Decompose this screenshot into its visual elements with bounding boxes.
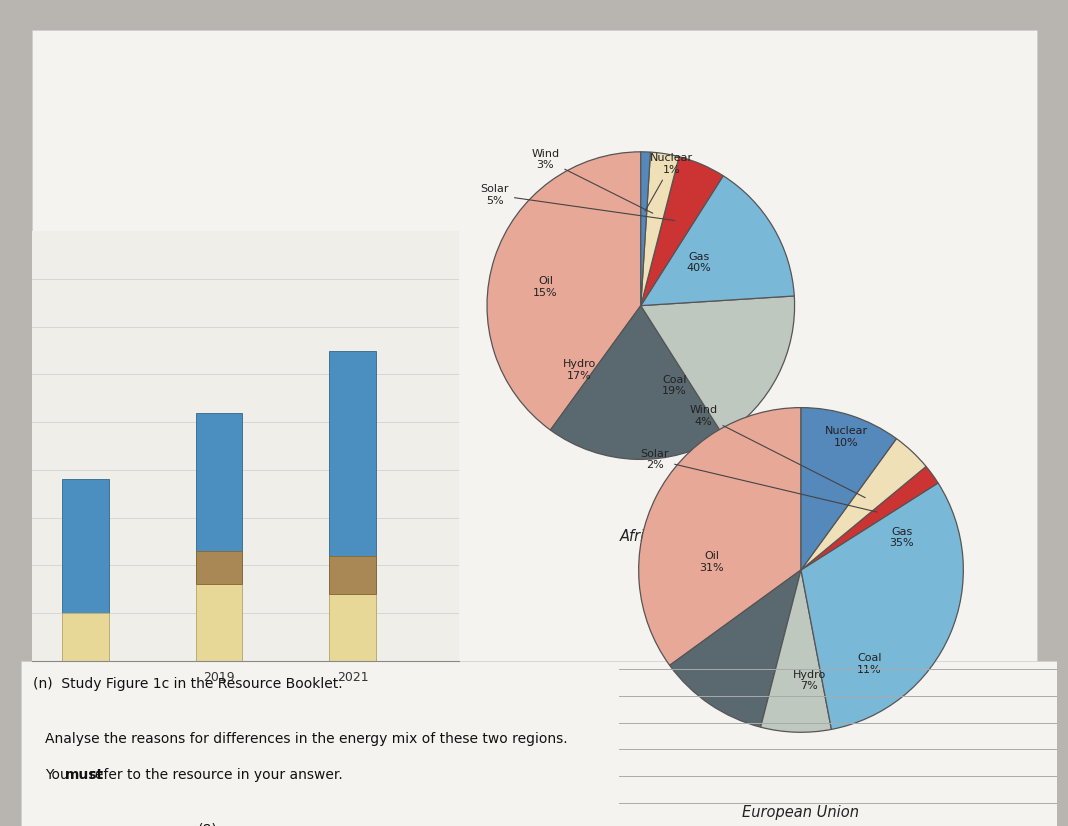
Text: (n)  Study Figure 1c in the Resource Booklet.: (n) Study Figure 1c in the Resource Book… <box>33 677 343 691</box>
Text: Oil
31%: Oil 31% <box>700 551 724 572</box>
Bar <box>195 551 242 585</box>
Bar <box>195 413 242 661</box>
Text: must: must <box>65 768 104 782</box>
Text: Hydro
17%: Hydro 17% <box>563 359 596 381</box>
Text: Oil
15%: Oil 15% <box>533 277 557 298</box>
Text: You: You <box>45 768 73 782</box>
Text: Solar
5%: Solar 5% <box>481 184 675 221</box>
Text: Gas
35%: Gas 35% <box>890 527 914 548</box>
Wedge shape <box>670 570 801 727</box>
Text: Nuclear
1%: Nuclear 1% <box>645 154 693 211</box>
Wedge shape <box>801 483 963 729</box>
Bar <box>62 613 109 661</box>
Bar <box>62 479 109 661</box>
Text: Hydro
7%: Hydro 7% <box>792 670 826 691</box>
Text: Solar
2%: Solar 2% <box>641 449 877 512</box>
Bar <box>329 556 376 594</box>
Text: Africa: Africa <box>619 529 662 544</box>
Wedge shape <box>641 296 795 435</box>
Wedge shape <box>641 157 723 306</box>
Text: Nuclear
10%: Nuclear 10% <box>824 426 868 448</box>
Bar <box>329 594 376 661</box>
Bar <box>195 585 242 661</box>
Wedge shape <box>801 467 938 570</box>
Text: Analyse the reasons for differences in the energy mix of these two regions.: Analyse the reasons for differences in t… <box>45 732 567 746</box>
Wedge shape <box>639 407 801 666</box>
Wedge shape <box>550 306 723 459</box>
Wedge shape <box>801 407 896 570</box>
Text: European Union: European Union <box>742 805 860 820</box>
Wedge shape <box>641 176 795 306</box>
Text: (8): (8) <box>198 823 217 826</box>
Text: Coal
11%: Coal 11% <box>857 653 881 675</box>
Wedge shape <box>760 570 831 733</box>
Wedge shape <box>641 152 679 306</box>
Wedge shape <box>801 439 926 570</box>
Wedge shape <box>487 152 641 430</box>
Text: Gas
40%: Gas 40% <box>687 252 711 273</box>
Wedge shape <box>641 152 650 306</box>
Text: refer to the resource in your answer.: refer to the resource in your answer. <box>84 768 343 782</box>
Text: Wind
4%: Wind 4% <box>690 405 865 498</box>
Text: Coal
19%: Coal 19% <box>662 375 687 396</box>
Text: Wind
3%: Wind 3% <box>532 149 653 213</box>
Bar <box>329 350 376 661</box>
